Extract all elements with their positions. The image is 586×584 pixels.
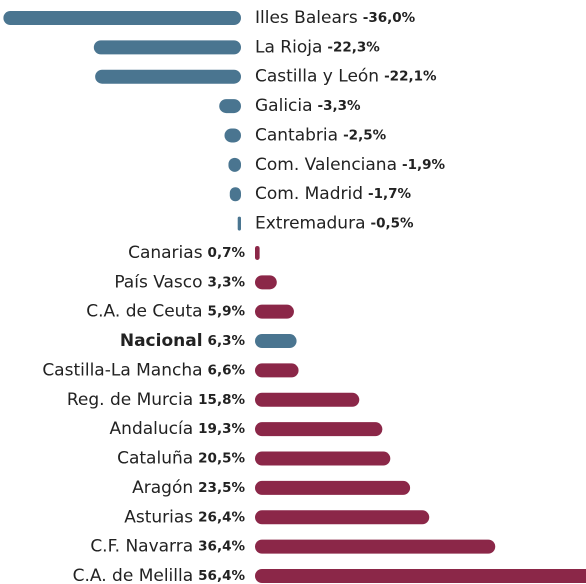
value-label: 56,4%: [198, 568, 245, 584]
bar-label: Asturias 26,4%: [124, 507, 245, 527]
value-label: 6,6%: [208, 362, 246, 378]
value-label: -1,7%: [368, 186, 412, 202]
category-label: Nacional: [120, 331, 203, 351]
bar: [93, 40, 241, 55]
bar-label: C.F. Navarra 36,4%: [90, 537, 245, 557]
category-label: Castilla y León: [255, 67, 379, 87]
bar: [255, 480, 411, 495]
bar-label: Reg. de Murcia 15,8%: [67, 390, 246, 410]
bar: [229, 187, 241, 202]
category-label: Asturias: [124, 507, 193, 527]
bar: [224, 128, 241, 143]
bar: [255, 275, 277, 290]
value-label: 36,4%: [198, 539, 245, 555]
bar-label: Com. Madrid -1,7%: [255, 184, 412, 204]
category-label: Castilla-La Mancha: [42, 360, 202, 380]
value-label: -3,3%: [318, 98, 362, 114]
category-label: C.A. de Melilla: [73, 566, 194, 584]
value-label: 15,8%: [198, 392, 245, 408]
bar-label: Galicia -3,3%: [255, 96, 361, 116]
value-label: 5,9%: [208, 304, 246, 320]
value-label: -2,5%: [343, 127, 387, 143]
bar: [255, 422, 383, 437]
category-label: Galicia: [255, 96, 313, 116]
category-label: C.F. Navarra: [90, 537, 193, 557]
bar-label: Extremadura -0,5%: [255, 214, 414, 234]
bar-label: Castilla y León -22,1%: [255, 67, 437, 87]
category-label: La Rioja: [255, 37, 322, 57]
category-label: Com. Madrid: [255, 184, 363, 204]
category-label: Extremadura: [255, 214, 366, 234]
category-label: Cataluña: [117, 449, 193, 469]
bar: [228, 157, 241, 172]
bar: [255, 334, 297, 349]
bar: [255, 569, 586, 583]
value-label: -0,5%: [371, 216, 415, 232]
bar: [255, 451, 391, 466]
bar: [219, 99, 241, 114]
value-label: -22,3%: [327, 39, 380, 55]
bar: [3, 11, 242, 25]
bar: [255, 510, 430, 525]
bar-label: Castilla-La Mancha 6,6%: [42, 360, 245, 380]
value-label: 3,3%: [208, 274, 246, 290]
bar-label: Cataluña 20,5%: [117, 449, 245, 469]
value-label: -22,1%: [384, 69, 437, 85]
category-label: Aragón: [132, 478, 193, 498]
bar-label: C.A. de Melilla 56,4%: [73, 566, 246, 584]
category-label: Andalucía: [110, 419, 194, 439]
value-label: 6,3%: [208, 333, 246, 349]
bar: [237, 216, 241, 231]
value-label: 0,7%: [208, 245, 246, 261]
value-label: -1,9%: [402, 157, 446, 173]
category-label: Canarias: [128, 243, 203, 263]
value-label: 23,5%: [198, 480, 245, 496]
bar-label: La Rioja -22,3%: [255, 37, 380, 57]
value-label: 19,3%: [198, 421, 245, 437]
bar-label: Andalucía 19,3%: [110, 419, 246, 439]
value-label: -36,0%: [363, 10, 416, 26]
category-label: Com. Valenciana: [255, 155, 397, 175]
category-label: Illes Balears: [255, 8, 358, 28]
bar-label: País Vasco 3,3%: [114, 272, 245, 292]
bar-label: Canarias 0,7%: [128, 243, 245, 263]
bar-label: C.A. de Ceuta 5,9%: [86, 302, 245, 322]
category-label: Cantabria: [255, 125, 338, 145]
category-label: C.A. de Ceuta: [86, 302, 202, 322]
value-label: 20,5%: [198, 451, 245, 467]
bar-label: Aragón 23,5%: [132, 478, 245, 498]
bar: [255, 539, 496, 554]
bar-label: Cantabria -2,5%: [255, 125, 387, 145]
category-label: Reg. de Murcia: [67, 390, 193, 410]
bar-label: Illes Balears -36,0%: [255, 8, 416, 28]
bar-label: Nacional 6,3%: [120, 331, 246, 351]
bar: [255, 304, 294, 319]
value-label: 26,4%: [198, 509, 245, 525]
bar: [255, 245, 260, 260]
bar: [255, 363, 299, 378]
bar: [255, 392, 360, 407]
bar: [95, 69, 241, 84]
bar-label: Com. Valenciana -1,9%: [255, 155, 446, 175]
category-label: País Vasco: [114, 272, 202, 292]
